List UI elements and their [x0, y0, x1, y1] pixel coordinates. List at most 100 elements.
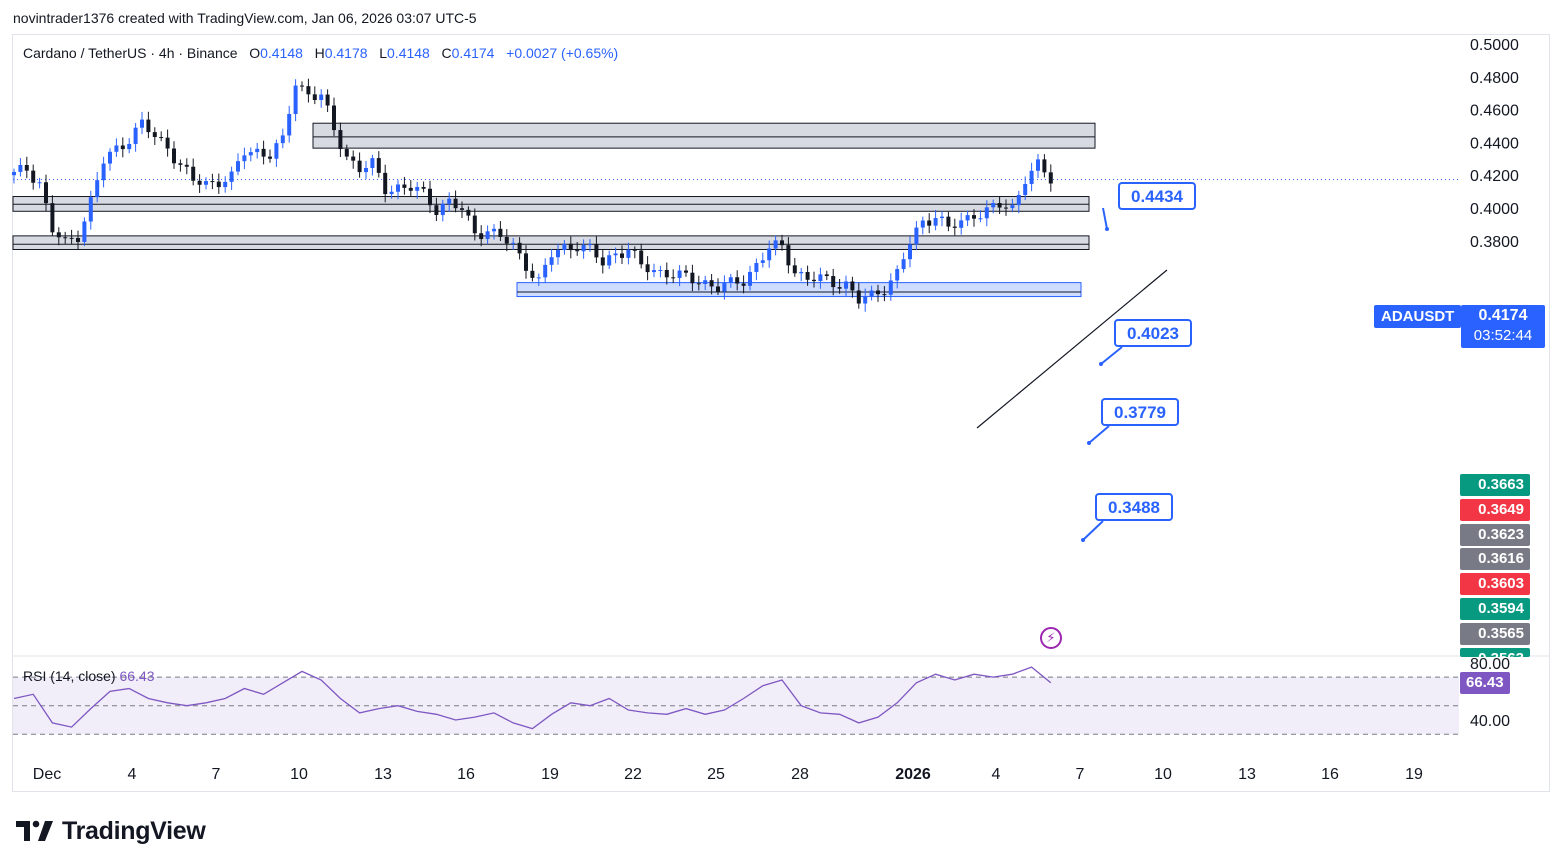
candle-body [146, 119, 151, 133]
candle-body [645, 264, 650, 273]
candle-body [677, 270, 682, 278]
candle-body [984, 207, 989, 219]
candle-body [786, 245, 791, 266]
x-tick-label: 28 [791, 766, 809, 783]
candle-body [844, 281, 848, 289]
current-price: 0.4174 [1478, 307, 1528, 324]
callout-3[interactable]: 0.3488 [1095, 493, 1173, 521]
rsi-legend-value: 66.43 [119, 668, 155, 684]
candle-body [159, 137, 164, 139]
candle-body [536, 277, 541, 279]
candle-body [997, 203, 1002, 208]
candle-body [780, 240, 784, 246]
candle-body [460, 208, 464, 210]
candle-body [703, 280, 708, 285]
candle-body [18, 165, 23, 172]
x-tick-label: 2026 [895, 766, 931, 783]
candle-body [485, 231, 490, 240]
candle-body [447, 198, 452, 204]
y-tick-label: 0.4400 [1470, 135, 1519, 152]
candle-body [197, 180, 202, 185]
candle-body [824, 274, 829, 277]
candle-body [421, 186, 426, 189]
trendline [976, 269, 1168, 429]
candle-body [856, 290, 861, 304]
candle-body [108, 151, 112, 164]
lightning-icon[interactable]: ⚡ [1040, 627, 1062, 649]
candle-body [760, 260, 765, 263]
candle-body [82, 221, 87, 242]
candle-body [626, 249, 631, 258]
candle-body [530, 270, 535, 278]
callout-0[interactable]: 0.4434 [1118, 182, 1196, 210]
candle-body [24, 165, 29, 171]
candle-body [440, 203, 445, 215]
brand-name: TradingView [62, 816, 206, 845]
candle-body [754, 262, 759, 272]
symbol-title: Cardano / TetherUS · 4h · Binance [23, 45, 238, 61]
candle-body [165, 137, 170, 149]
candle-body [722, 282, 727, 292]
candle-body [88, 197, 93, 222]
y-tick-label: 0.3800 [1470, 234, 1519, 251]
candle-body [991, 203, 996, 208]
callout-pointer [1102, 207, 1108, 230]
candle-body [664, 269, 669, 278]
candle-body [140, 119, 144, 128]
x-tick-label: 16 [1321, 766, 1339, 783]
zone-rect [312, 122, 1096, 149]
candle-body [402, 184, 407, 188]
candle-body [1004, 207, 1008, 209]
candle-body [933, 218, 938, 226]
candle-body [549, 257, 554, 265]
candle-body [511, 242, 516, 244]
high-label: H [314, 45, 325, 61]
candle-body [287, 113, 292, 136]
callout-1[interactable]: 0.4023 [1114, 319, 1192, 347]
candle-body [888, 280, 893, 295]
price-level-tag: 0.3649 [1460, 498, 1530, 521]
candle-body [332, 105, 336, 131]
candle-body [812, 279, 816, 282]
candle-body [959, 220, 964, 228]
candle-body [325, 94, 330, 106]
candle-body [415, 186, 420, 191]
candle-body [639, 250, 644, 265]
candle-body [895, 269, 900, 281]
candle-body [274, 143, 279, 159]
rsi-label: RSI (14, close) [23, 668, 116, 684]
candle-body [831, 276, 836, 288]
candle-body [453, 198, 458, 209]
x-tick-label: 16 [457, 766, 475, 783]
candle-body [632, 249, 637, 251]
candle-body [370, 158, 375, 168]
candle-body [600, 257, 605, 266]
candle-body [741, 283, 746, 286]
price-level-tag: 0.3616 [1460, 548, 1530, 571]
candle-body [498, 228, 503, 237]
candle-body [837, 287, 842, 289]
price-level-tag: 0.3603 [1460, 573, 1530, 596]
candle-body [607, 255, 612, 266]
y-tick-label: 0.4000 [1470, 201, 1519, 218]
candle-body [248, 152, 253, 156]
low-label: L [379, 45, 388, 61]
candle-body [1042, 159, 1047, 173]
callout-2[interactable]: 0.3779 [1101, 398, 1179, 426]
candle-body [735, 277, 740, 284]
candle-body [408, 187, 413, 191]
x-tick-label: 7 [1076, 766, 1085, 783]
candle-body [229, 171, 234, 182]
candle-body [428, 188, 432, 206]
candle-body [940, 216, 944, 219]
ohlc-legend: Cardano / TetherUS · 4h · Binance O0.414… [23, 45, 618, 61]
x-tick-label: 25 [707, 766, 725, 783]
y-tick-label: 0.5000 [1470, 37, 1519, 54]
symbol-price-tag: ADAUSDT [1374, 305, 1462, 328]
tradingview-logo[interactable]: TradingView [16, 816, 206, 846]
candle-body [255, 148, 260, 153]
candle-body [869, 290, 874, 297]
candle-body [178, 163, 183, 165]
callout-pointer [1082, 520, 1104, 541]
